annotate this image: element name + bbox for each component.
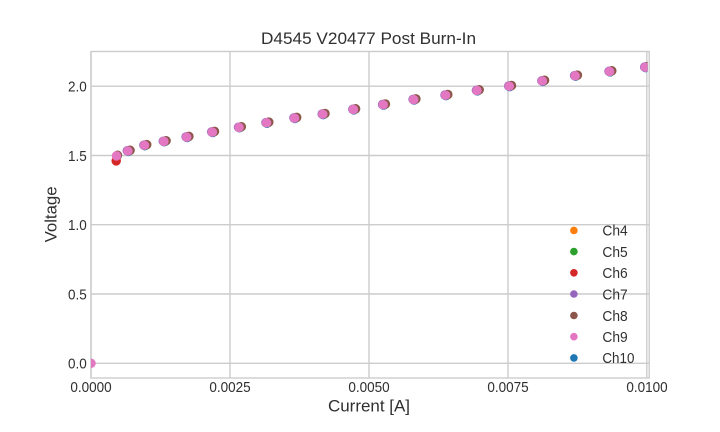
svg-text:Ch8: Ch8	[602, 309, 627, 325]
svg-text:0.0000: 0.0000	[70, 380, 111, 396]
svg-text:Ch6: Ch6	[602, 266, 627, 282]
svg-text:0.5: 0.5	[68, 287, 87, 303]
svg-text:Ch10: Ch10	[602, 351, 634, 367]
svg-text:1.5: 1.5	[68, 149, 87, 165]
svg-text:0.0100: 0.0100	[626, 380, 667, 396]
svg-text:0.0025: 0.0025	[209, 380, 250, 396]
svg-text:D4545 V20477 Post Burn-In: D4545 V20477 Post Burn-In	[261, 29, 476, 48]
svg-text:Ch4: Ch4	[602, 224, 627, 240]
svg-text:0.0050: 0.0050	[348, 380, 389, 396]
svg-text:Voltage: Voltage	[41, 186, 60, 242]
svg-text:0.0: 0.0	[68, 357, 87, 373]
svg-text:2.0: 2.0	[68, 80, 87, 96]
svg-text:0.0075: 0.0075	[487, 380, 528, 396]
svg-text:Ch5: Ch5	[602, 245, 627, 261]
svg-text:1.0: 1.0	[68, 218, 87, 234]
svg-text:Ch9: Ch9	[602, 330, 627, 346]
svg-text:Ch7: Ch7	[602, 287, 627, 303]
svg-text:Current [A]: Current [A]	[328, 397, 410, 416]
